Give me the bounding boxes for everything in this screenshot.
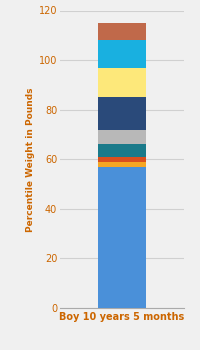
Bar (98, 144, 146, 157)
Bar (98, 130, 146, 144)
Bar (98, 40, 146, 68)
Bar (98, 157, 146, 162)
Y-axis label: Percentile Weight in Pounds: Percentile Weight in Pounds (26, 87, 35, 231)
Bar (98, 23, 146, 40)
Bar (98, 167, 146, 308)
Bar (98, 68, 146, 97)
Bar (98, 97, 146, 130)
Bar (98, 162, 146, 167)
